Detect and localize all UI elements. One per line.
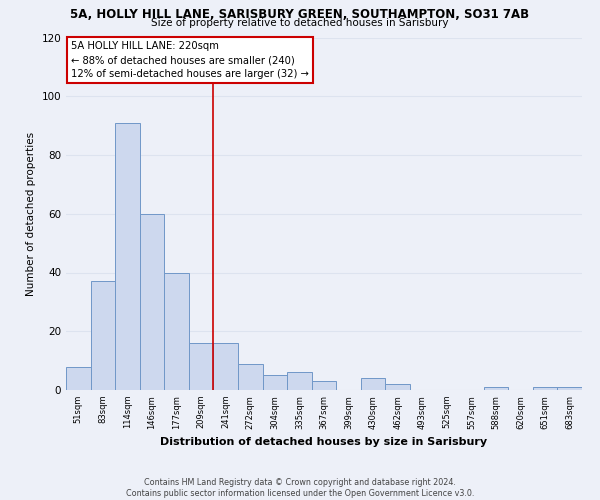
Bar <box>361 378 385 390</box>
Bar <box>238 364 263 390</box>
Bar <box>312 381 336 390</box>
Text: Contains HM Land Registry data © Crown copyright and database right 2024.
Contai: Contains HM Land Registry data © Crown c… <box>126 478 474 498</box>
Bar <box>484 387 508 390</box>
Text: 5A HOLLY HILL LANE: 220sqm
← 88% of detached houses are smaller (240)
12% of sem: 5A HOLLY HILL LANE: 220sqm ← 88% of deta… <box>71 41 309 79</box>
Bar <box>140 214 164 390</box>
Bar <box>533 387 557 390</box>
Text: Size of property relative to detached houses in Sarisbury: Size of property relative to detached ho… <box>151 18 449 28</box>
Bar <box>287 372 312 390</box>
Bar <box>115 122 140 390</box>
Bar <box>91 282 115 390</box>
Bar <box>557 387 582 390</box>
Text: 5A, HOLLY HILL LANE, SARISBURY GREEN, SOUTHAMPTON, SO31 7AB: 5A, HOLLY HILL LANE, SARISBURY GREEN, SO… <box>70 8 530 20</box>
Bar <box>214 343 238 390</box>
X-axis label: Distribution of detached houses by size in Sarisbury: Distribution of detached houses by size … <box>160 437 488 447</box>
Bar <box>189 343 214 390</box>
Y-axis label: Number of detached properties: Number of detached properties <box>26 132 36 296</box>
Bar <box>385 384 410 390</box>
Bar <box>263 376 287 390</box>
Bar <box>164 272 189 390</box>
Bar <box>66 366 91 390</box>
